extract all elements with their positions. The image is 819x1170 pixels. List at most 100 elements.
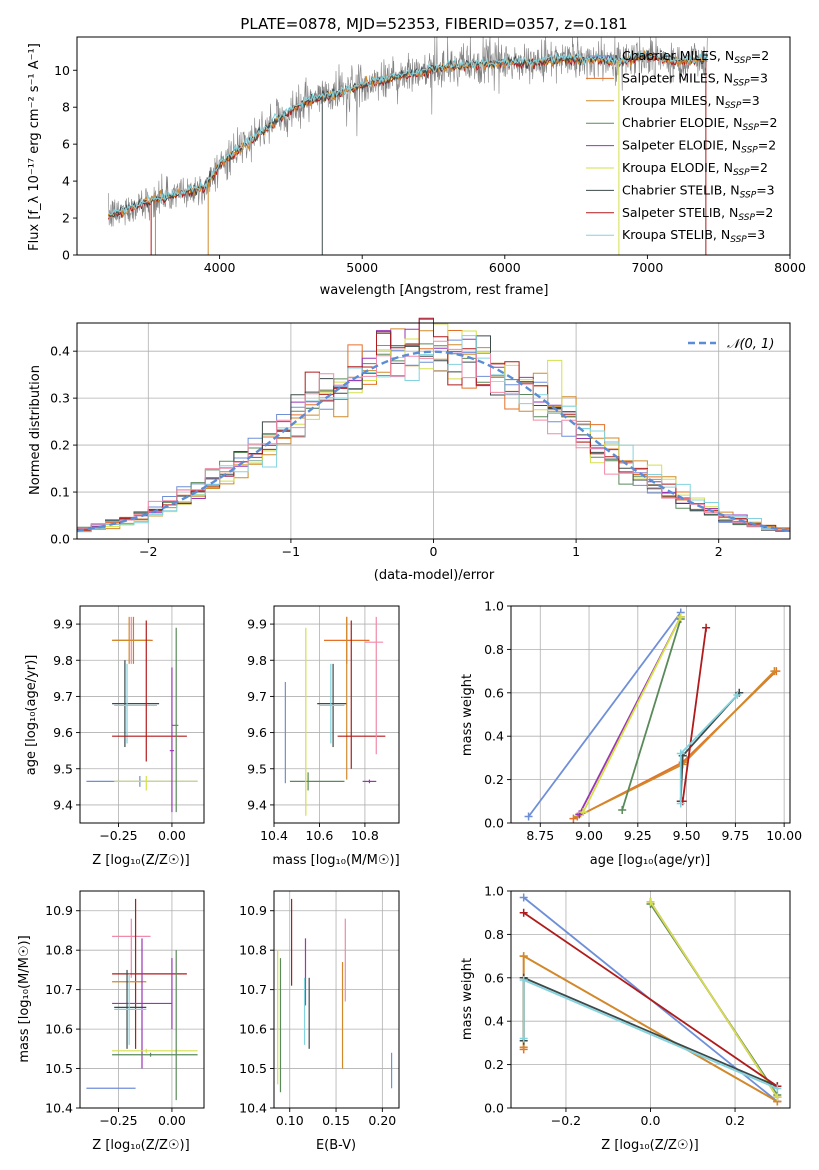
weight-vs-age-axes: 8.75 9.00 9.25 9.50 9.75 10.00 0.0 0.2 0.4 0.6 0.8… [484,599,802,844]
axes-frame [273,890,400,1109]
weight-line [527,611,682,818]
x-tick-label: 8.75 [526,828,554,843]
mass-vs-z-series [86,898,198,1101]
y-tick-label: 0.2 [484,1057,504,1072]
weight-marker [773,1093,782,1102]
y-tick-label: 0.6 [484,970,504,985]
residuals-legend: 𝒩(0, 1) [688,337,774,352]
y-tick-label: 9.9 [247,617,267,632]
y-tick-label: 0.4 [484,1014,504,1029]
residuals-series [76,317,791,533]
weight-marker [519,1034,528,1043]
legend-label: Chabrier ELODIE, NSSP=2 [622,115,777,133]
age-vs-z-series [86,616,198,813]
y-tick-label: 10.9 [45,903,73,918]
y-tick-label: 9.8 [247,653,267,668]
weight-marker [702,623,711,632]
y-tick-label: 10.4 [45,1101,73,1116]
y-tick-label: 0.8 [484,927,504,942]
y-tick-label: 6 [62,137,70,152]
weight-marker [676,612,685,621]
x-tick-label: 7000 [631,260,663,275]
y-tick-label: 9.6 [247,725,267,740]
weight-marker [676,799,685,808]
axes-frame [76,36,791,256]
spectrum-ylabel: Flux [f_λ 10⁻¹⁷ erg cm⁻² s⁻¹ A⁻¹] [27,43,42,251]
figure-title: PLATE=0878, MJD=52353, FIBERID=0357, z=0… [240,15,627,33]
weight-line [582,616,682,813]
x-tick-label: 0.00 [158,1113,186,1128]
y-tick-label: 10.7 [45,982,73,997]
axes-frame [79,890,205,1109]
x-tick-label: 0.0 [641,1113,661,1128]
x-tick-label: 10.6 [306,828,334,843]
legend-label: Salpeter ELODIE, NSSP=2 [622,138,776,156]
y-tick-label: 9.4 [247,797,267,812]
y-tick-label: 0.6 [484,685,504,700]
y-tick-label: 9.9 [53,617,73,632]
age-vs-z-panel: −0.25 0.00 9.4 9.5 9.6 9.7 9.8 9.9 Z [log₁₀(Z/Z… [24,605,205,868]
x-tick-label: 10.4 [260,828,288,843]
y-tick-label: 9.7 [53,689,73,704]
weight-vs-age-grid [511,605,790,824]
y-tick-label: 0.4 [484,729,504,744]
y-tick-label: 9.8 [53,653,73,668]
age-vs-z-ylabel: age [log₁₀(age/yr)] [24,655,39,776]
weight-marker [519,952,528,961]
x-tick-label: −0.25 [99,828,137,843]
y-tick-label: 10.9 [239,903,267,918]
weight-line [649,901,779,1098]
y-tick-label: 10.8 [45,943,73,958]
weight-marker [579,808,588,817]
histogram-step-line [77,340,790,531]
y-tick-label: 10.7 [239,982,267,997]
spectrum-series [107,36,708,255]
axes-frame [510,605,791,824]
legend-label: Salpeter STELIB, NSSP=2 [622,205,773,223]
legend-label: Kroupa MILES, NSSP=3 [622,93,760,111]
x-tick-label: 4000 [204,260,236,275]
x-tick-label: 8000 [774,260,806,275]
weight-marker [519,893,528,902]
weight-vs-z-ylabel: mass weight [460,958,475,1040]
y-tick-label: 2 [62,211,70,226]
weight-line [681,627,707,802]
x-tick-label: −2 [139,544,157,559]
x-tick-label: 0.15 [322,1113,350,1128]
x-tick-label: −1 [282,544,300,559]
age-vs-mass-grid [273,606,399,823]
weight-vs-age-xlabel: age [log₁₀(age/yr)] [590,853,711,868]
spectrum-xlabel: wavelength [Angstrom, rest frame] [320,283,549,298]
y-tick-label: 10.5 [45,1061,73,1076]
legend-label: 𝒩(0, 1) [727,337,774,352]
weight-marker [519,975,528,984]
weight-marker [618,805,627,814]
y-tick-label: 10.6 [239,1022,267,1037]
histogram-step-line [77,335,790,533]
weight-vs-z-series [519,893,782,1106]
x-tick-label: 9.50 [673,828,701,843]
mass-vs-z-xlabel: Z [log₁₀(Z/Z☉)] [92,1138,189,1153]
weight-line [572,670,777,820]
age-vs-mass-axes: 10.4 10.6 10.8 9.4 9.5 9.6 9.7 9.8 9.9 [247,605,400,843]
residuals-ylabel: Normed distribution [28,365,43,495]
weight-line [523,911,778,1088]
mass-vs-ebv-panel: 0.10 0.15 0.20 10.4 10.5 10.6 10.7 10.8 10.9 E(B… [239,890,400,1153]
mass-vs-ebv-xlabel: E(B-V) [316,1138,356,1153]
weight-marker [519,908,528,917]
x-tick-label: 0 [430,544,438,559]
spectrum-panel: 4000 5000 6000 7000 8000 0 2 4 6 8 10 Chabrier MIL… [27,36,806,298]
y-tick-label: 1.0 [484,599,504,614]
spectrum-axes: 4000 5000 6000 7000 8000 0 2 4 6 8 10 [54,36,806,275]
x-tick-label: −0.2 [551,1113,581,1128]
x-tick-label: 0.2 [725,1113,745,1128]
y-tick-label: 0.0 [484,816,504,831]
y-tick-label: 0 [62,248,70,263]
weight-marker [524,812,533,821]
y-tick-label: 0.8 [484,642,504,657]
x-tick-label: −0.25 [99,1113,137,1128]
normal-curve [76,350,791,532]
weight-marker [676,749,685,758]
weight-vs-age-panel: 8.75 9.00 9.25 9.50 9.75 10.00 0.0 0.2 0.4 0.6 0.8… [460,599,802,869]
residuals-axes: −2 −1 0 1 2 0.0 0.1 0.2 0.3 0.4 [50,322,791,559]
